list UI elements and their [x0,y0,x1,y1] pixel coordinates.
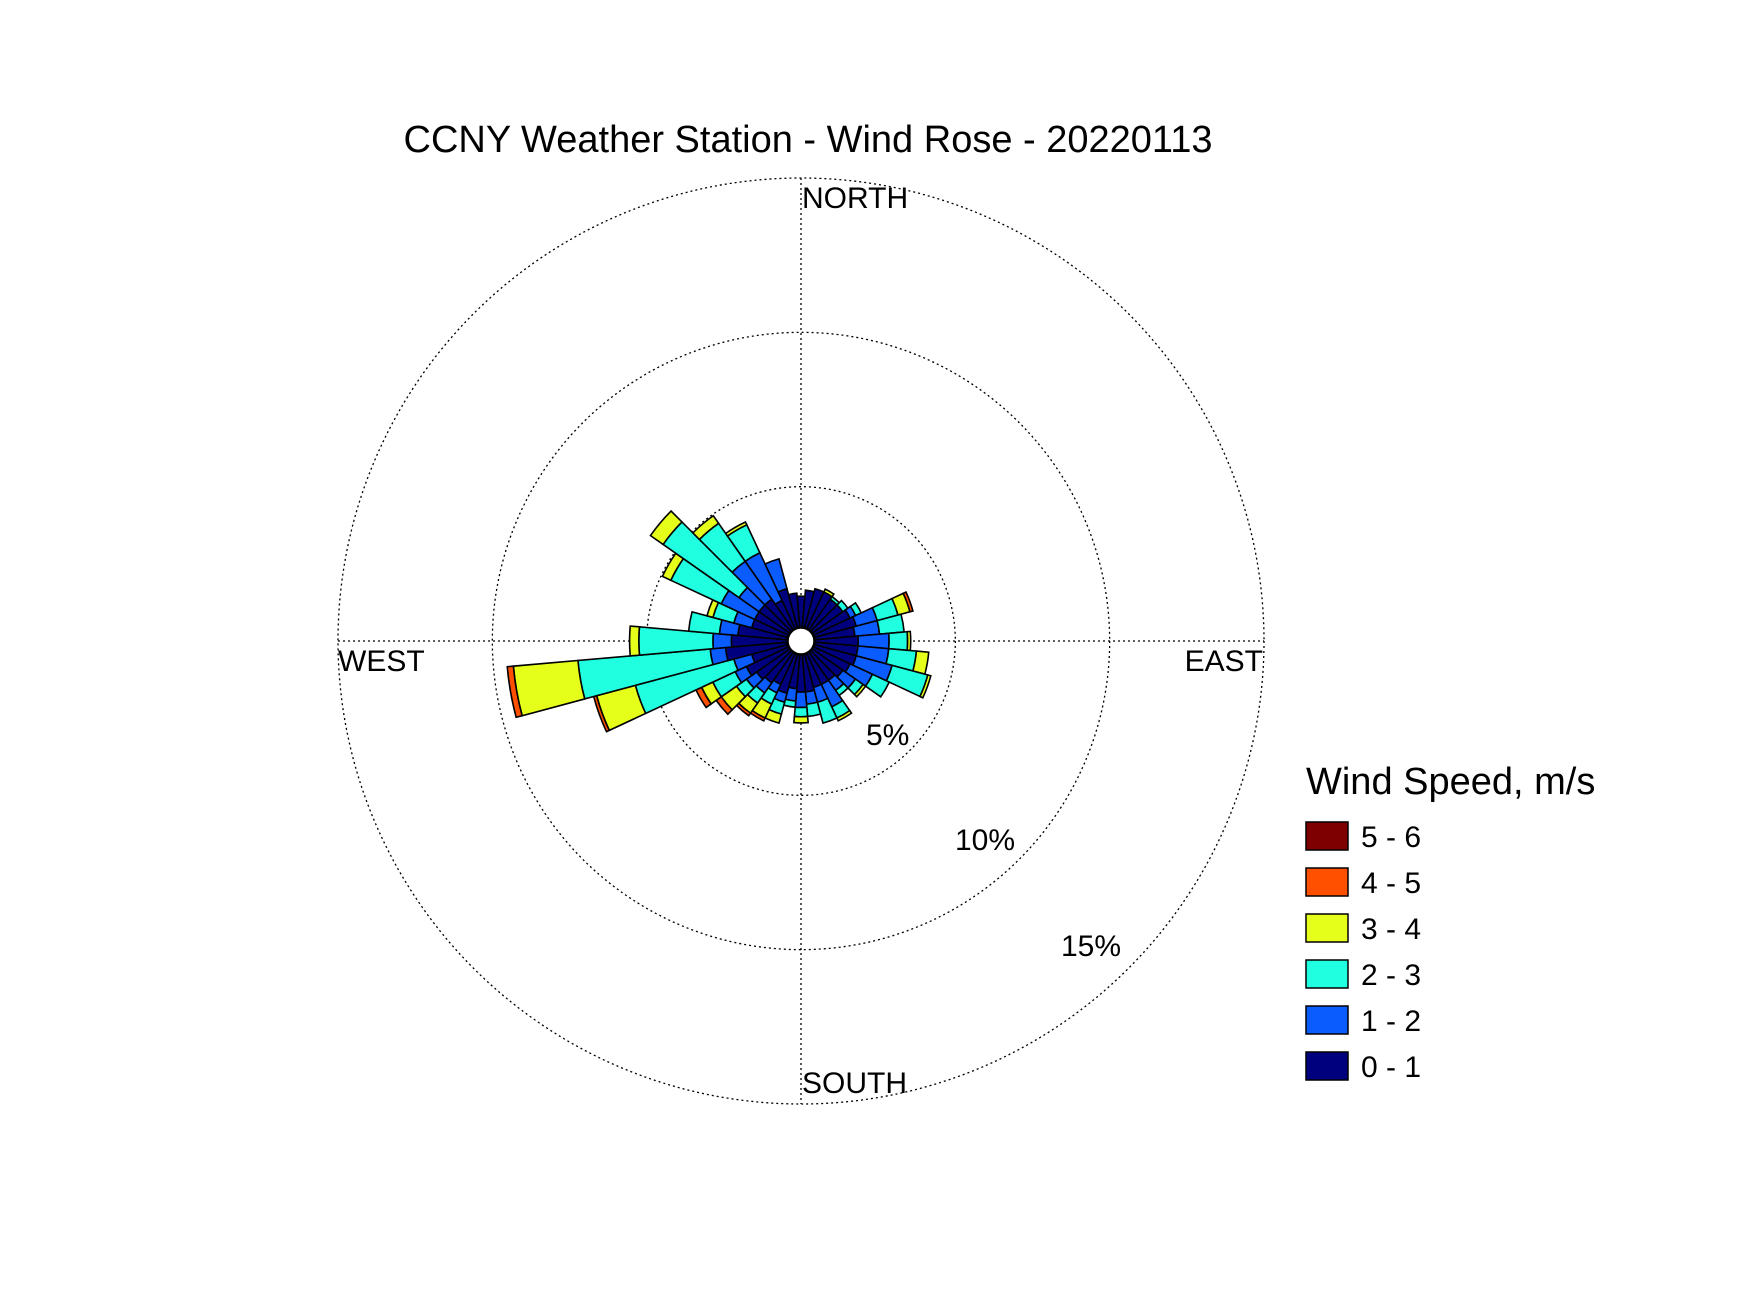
rose-bar-dir280-bin2 [687,610,723,635]
legend-label-0: 5 - 6 [1361,821,1421,854]
radial-tick-label-5: 5% [866,719,909,752]
rose-bar-dir90-bin3 [906,630,912,652]
rose-bar-dir110-bin3 [918,673,932,699]
rose-bar-dir310-bin3 [649,509,684,546]
rose-bar-dir130-bin3 [853,683,867,698]
grid-circle-5 [646,486,956,796]
legend-label-1: 4 - 5 [1361,867,1421,900]
rose-bar-dir180-bin3 [792,715,810,724]
legend-label-5: 0 - 1 [1361,1051,1421,1084]
legend-swatch-5 [1305,1051,1349,1081]
rose-bar-dir90-bin2 [887,630,909,652]
direction-label-east: EAST [1185,645,1263,678]
rose-bar-dir180-bin2 [793,706,809,718]
legend-label-4: 1 - 2 [1361,1005,1421,1038]
rose-bar-dir330-bin3 [724,520,748,538]
rose-bar-dir120-bin2 [864,673,891,698]
polar-grid [337,177,1265,1105]
legend-title: Wind Speed, m/s [1306,761,1595,803]
legend-swatch-3 [1305,959,1349,989]
rose-bar-dir30-bin3 [822,588,835,598]
axis-labels: CCNY Weather Station - Wind Rose - 20220… [338,119,1263,1100]
legend-swatch-4 [1305,1005,1349,1035]
rose-bar-dir260-bin3 [512,659,586,717]
direction-label-north: NORTH [802,182,908,215]
radial-tick-label-15: 15% [1061,930,1121,963]
rose-bar-dir270-bin1 [712,632,733,650]
rose-bar-dir350-bin0 [787,592,801,629]
legend-swatch-0 [1305,821,1349,851]
legend-label-3: 2 - 3 [1361,959,1421,992]
legend-label-2: 3 - 4 [1361,913,1421,946]
rose-bar-dir270-bin3 [628,625,641,657]
direction-label-south: SOUTH [802,1067,907,1100]
wind-rose-bars [506,509,932,733]
direction-label-west: WEST [338,645,425,678]
legend-swatch-2 [1305,913,1349,943]
radial-tick-label-10: 10% [955,824,1015,857]
rose-bar-dir260-bin4 [506,665,524,719]
legend: Wind Speed, m/s 5 - 6 4 - 5 3 - 4 2 - 3 1 - … [1305,761,1595,1084]
legend-swatch-1 [1305,867,1349,897]
rose-bar-dir150-bin3 [835,709,853,722]
rose-bar-dir70-bin4 [902,590,914,613]
rose-bar-dir170-bin2 [805,701,822,718]
rose-bar-dir340-bin1 [764,557,788,594]
rose-bar-dir160-bin2 [816,697,838,725]
rose-bar-dir100-bin3 [911,650,930,676]
center-hole [787,627,815,655]
chart-title: CCNY Weather Station - Wind Rose - 20220… [404,119,1213,161]
rose-bar-dir320-bin3 [691,514,720,541]
